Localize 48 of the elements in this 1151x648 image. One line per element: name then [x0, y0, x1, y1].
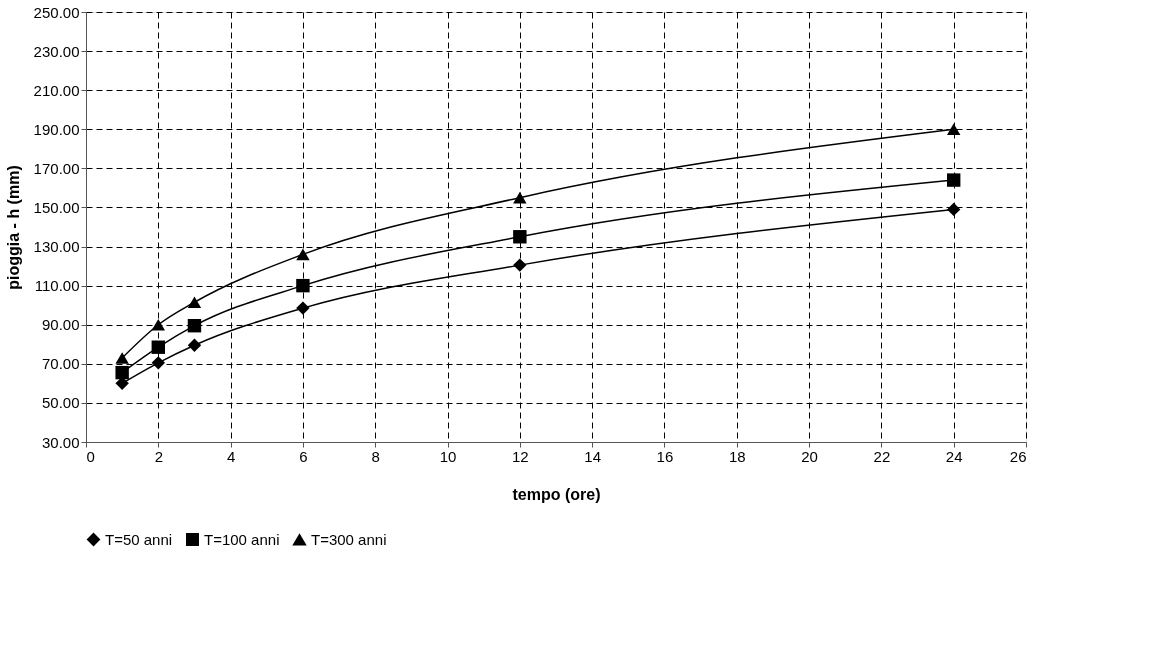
point	[296, 248, 310, 261]
y-tick-label: 50.00	[41, 394, 80, 412]
point	[946, 123, 961, 136]
x-tick-label: 14	[584, 447, 601, 465]
point	[115, 365, 129, 380]
point	[946, 202, 961, 217]
y-tick-label: 250.00	[33, 3, 80, 21]
y-tick-label: 110.00	[34, 277, 80, 295]
y-tick-label: 130.00	[33, 238, 80, 256]
point	[187, 296, 202, 309]
x-tick-label: 6	[299, 447, 308, 465]
legend-label: T=100 anni	[204, 530, 280, 548]
x-tick-label: 12	[512, 447, 529, 465]
y-tick-label: 70.00	[41, 355, 80, 373]
point	[513, 230, 527, 244]
point	[296, 278, 310, 293]
x-axis-title: tempo (ore)	[512, 485, 601, 503]
x-tick-label: 26	[1009, 447, 1027, 465]
point	[115, 352, 129, 364]
point	[151, 340, 166, 354]
x-tick-label: 2	[154, 447, 163, 465]
x-tick-label: 20	[801, 447, 818, 465]
x-tick-label: 0	[86, 447, 95, 465]
y-tick-label: 30.00	[41, 433, 80, 451]
x-tick-label: 16	[656, 447, 674, 465]
y-tick-label: 210.00	[33, 81, 80, 99]
point	[513, 258, 527, 272]
y-tick-label: 150.00	[33, 198, 80, 216]
point	[151, 356, 166, 370]
point	[151, 318, 166, 331]
x-tick-label: 4	[226, 447, 236, 465]
x-tick-label: 18	[728, 447, 746, 465]
x-tick-label: 8	[371, 447, 380, 465]
point	[513, 191, 527, 204]
x-tick-label: 10	[439, 447, 457, 465]
y-tick-label: 190.00	[33, 120, 80, 138]
x-tick-label: 22	[873, 447, 891, 465]
legend-label: T=50 anni	[105, 530, 173, 548]
x-tick-label: 24	[945, 447, 963, 465]
point	[187, 319, 202, 333]
y-axis-title: pioggia - h (mm)	[4, 165, 22, 290]
y-tick-label: 90.00	[41, 316, 80, 334]
y-tick-label: 170.00	[33, 159, 80, 177]
y-tick-label: 230.00	[33, 42, 80, 60]
point	[187, 338, 202, 352]
point	[296, 301, 310, 315]
point	[946, 173, 961, 187]
legend-label: T=300 anni	[311, 530, 387, 548]
